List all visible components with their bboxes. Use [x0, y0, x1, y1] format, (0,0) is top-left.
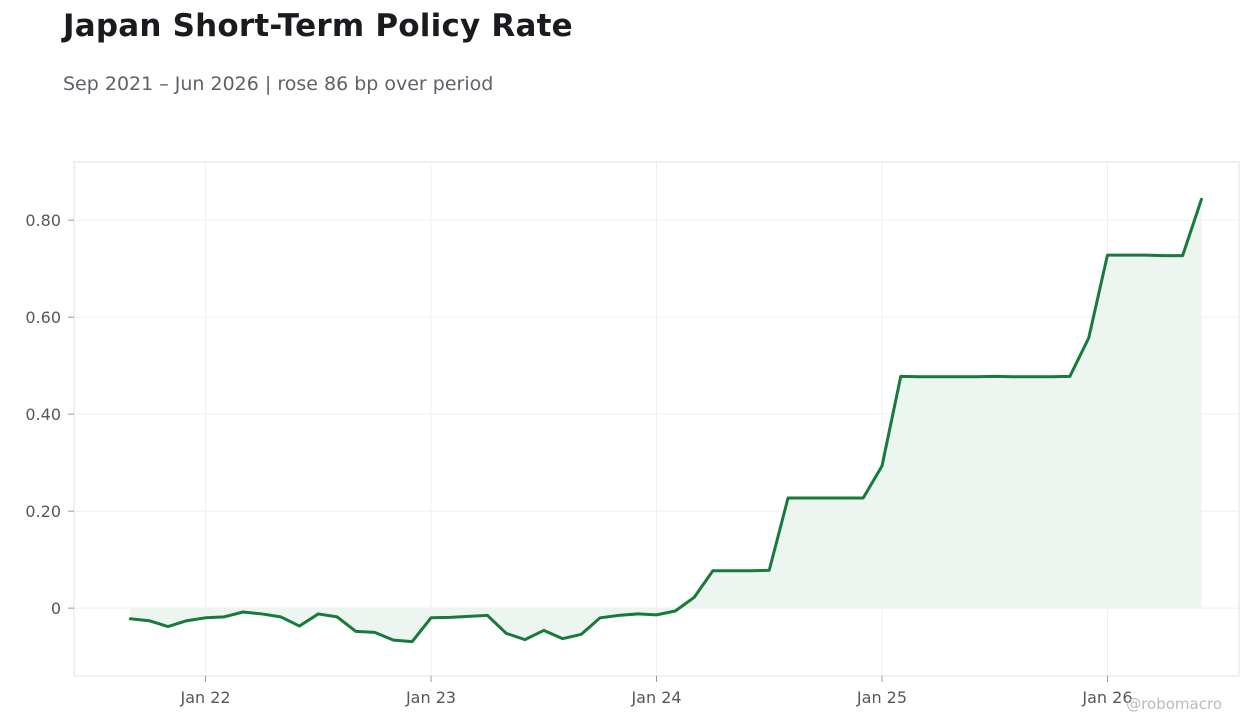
- data-point: [918, 375, 922, 379]
- data-point: [485, 613, 489, 617]
- data-point: [786, 496, 790, 500]
- data-point: [1124, 253, 1128, 257]
- data-point: [1162, 254, 1166, 258]
- data-point: [936, 375, 940, 379]
- y-tick-label: 0.80: [25, 211, 61, 230]
- data-point: [1030, 375, 1034, 379]
- data-point: [767, 568, 771, 572]
- data-point: [391, 638, 395, 642]
- x-axis: Jan 22 Jan 23 Jan 24 Jan 25 Jan 26: [179, 676, 1133, 707]
- series-area: [130, 199, 1202, 642]
- data-point: [805, 496, 809, 500]
- x-tick-label: Jan 22: [179, 688, 230, 707]
- data-point: [974, 375, 978, 379]
- data-point: [542, 628, 546, 632]
- data-point: [1143, 253, 1147, 257]
- data-point: [861, 496, 865, 500]
- data-point: [673, 609, 677, 613]
- y-tick-label: 0.40: [25, 405, 61, 424]
- data-point: [579, 632, 583, 636]
- data-point: [279, 615, 283, 619]
- data-point: [410, 640, 414, 644]
- data-point: [1049, 375, 1053, 379]
- data-point: [504, 631, 508, 635]
- data-point: [824, 496, 828, 500]
- data-point: [1105, 253, 1109, 257]
- data-point: [598, 616, 602, 620]
- data-point: [711, 569, 715, 573]
- data-point: [354, 629, 358, 633]
- data-point: [467, 614, 471, 618]
- data-point: [429, 616, 433, 620]
- data-point: [617, 613, 621, 617]
- chart-subtitle: Sep 2021 – Jun 2026 | rose 86 bp over pe…: [63, 73, 494, 95]
- watermark: @robomacro: [1126, 695, 1222, 713]
- x-tick-label: Jan 26: [1081, 688, 1132, 707]
- data-point: [842, 496, 846, 500]
- data-point: [204, 616, 208, 620]
- data-point: [993, 374, 997, 378]
- data-point: [373, 630, 377, 634]
- y-tick-label: 0.60: [25, 308, 61, 327]
- data-point: [222, 615, 226, 619]
- data-point: [316, 612, 320, 616]
- data-point: [1012, 375, 1016, 379]
- data-point: [636, 612, 640, 616]
- x-tick-label: Jan 23: [405, 688, 456, 707]
- data-point: [899, 374, 903, 378]
- x-tick-label: Jan 24: [630, 688, 681, 707]
- y-tick-label: 0: [51, 599, 61, 618]
- data-point: [185, 619, 189, 623]
- data-point: [1199, 197, 1203, 201]
- data-point: [692, 595, 696, 599]
- data-point: [297, 624, 301, 628]
- x-tick-label: Jan 25: [856, 688, 907, 707]
- data-point: [955, 375, 959, 379]
- data-point: [128, 617, 132, 621]
- data-point: [523, 638, 527, 642]
- data-point: [1068, 374, 1072, 378]
- data-point: [748, 569, 752, 573]
- data-point: [147, 619, 151, 623]
- data-point: [241, 610, 245, 614]
- data-point: [1087, 336, 1091, 340]
- data-point: [561, 637, 565, 641]
- data-point: [448, 615, 452, 619]
- data-point: [880, 464, 884, 468]
- chart-title: Japan Short-Term Policy Rate: [63, 8, 573, 44]
- data-point: [730, 569, 734, 573]
- data-point: [260, 612, 264, 616]
- data-point: [166, 625, 170, 629]
- data-point: [335, 615, 339, 619]
- data-point: [655, 613, 659, 617]
- series-line: [128, 197, 1203, 644]
- y-axis: 0 0.20 0.40 0.60 0.80: [25, 211, 74, 618]
- y-tick-label: 0.20: [25, 502, 61, 521]
- data-point: [1181, 254, 1185, 258]
